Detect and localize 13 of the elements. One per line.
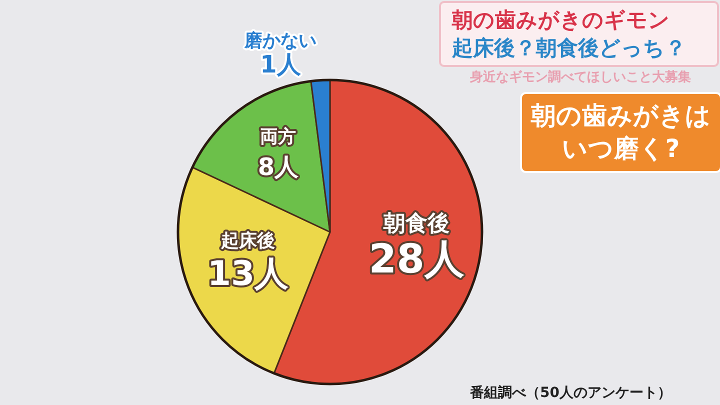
- text: 番組調べ（50人のアンケート）: [470, 384, 672, 402]
- slice-label: 両方: [260, 126, 296, 148]
- data-label: 1人: [260, 50, 302, 79]
- data-label: 8人: [258, 153, 300, 182]
- slice-label: 起床後: [220, 230, 276, 252]
- text: 朝の歯みがきのギモン: [452, 7, 670, 34]
- data-label: 28人: [368, 236, 466, 283]
- text: 朝の歯みがきはいつ磨く?: [520, 92, 720, 173]
- data-label: 13人: [207, 254, 290, 294]
- slice-label: 朝食後: [382, 212, 450, 237]
- slice-label: 磨かない: [243, 30, 316, 52]
- text: 起床後？朝食後どっち？: [452, 35, 686, 62]
- text: 身近なギモン調べてほしいこと大募集: [470, 68, 691, 86]
